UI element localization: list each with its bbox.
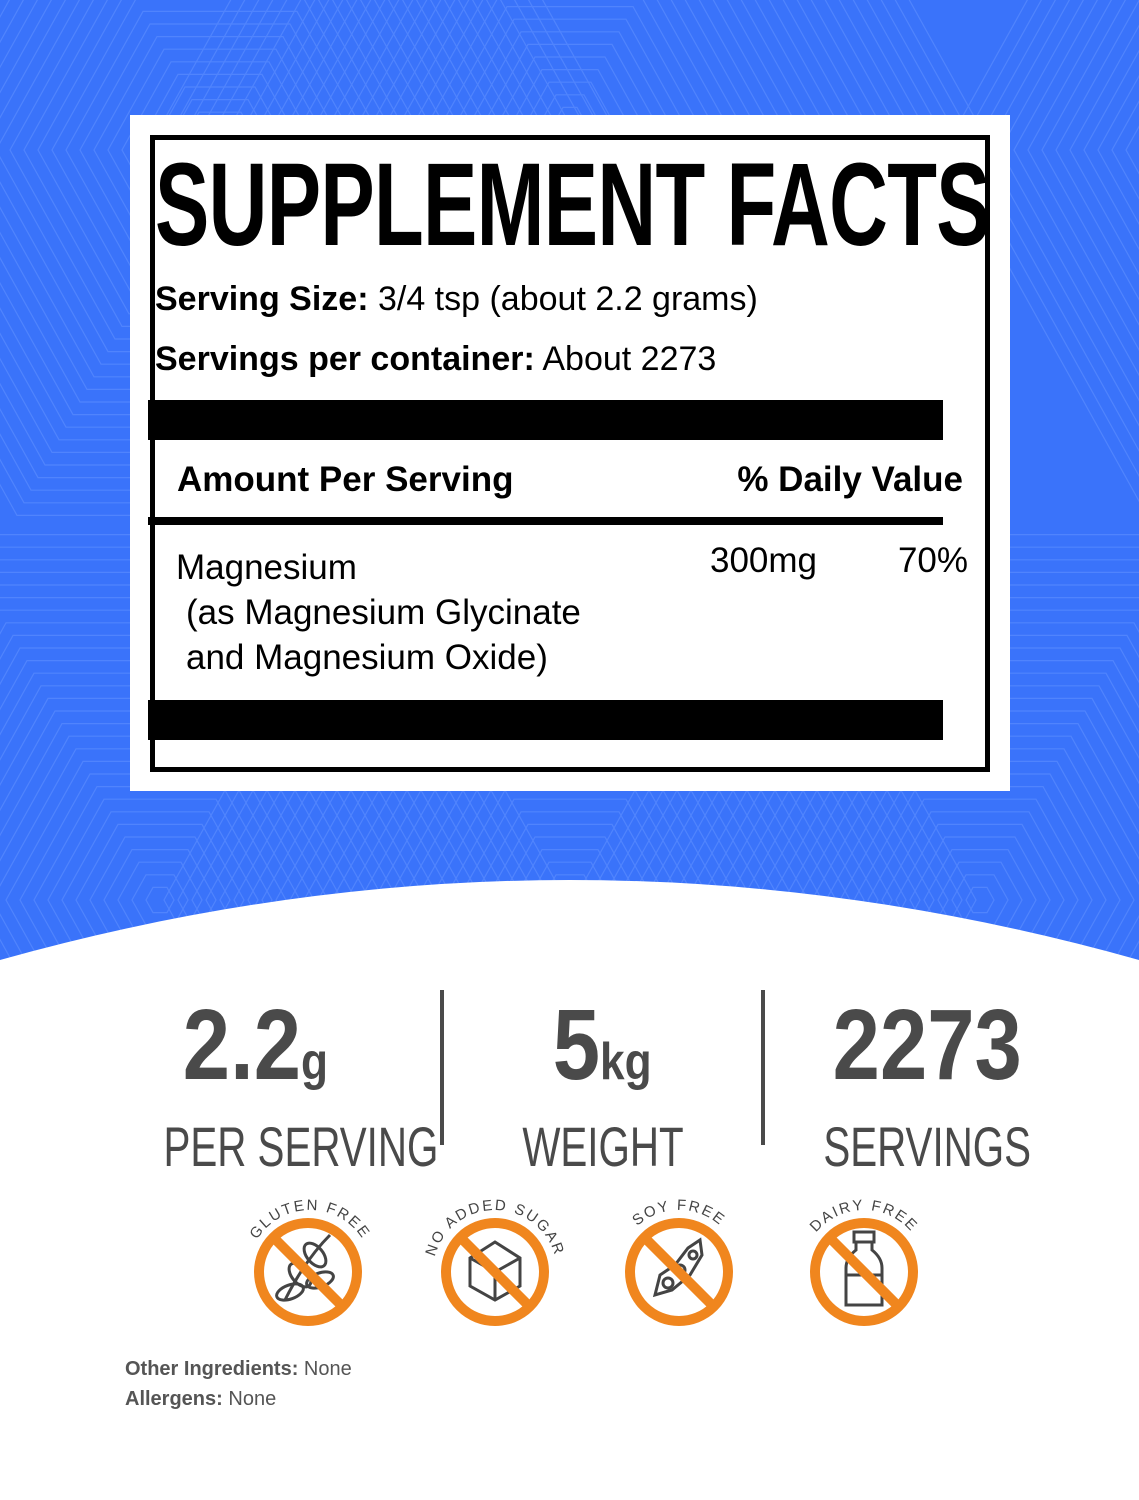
stat-divider: [761, 990, 765, 1145]
badge-dairy-free: DAIRY FREE: [807, 1197, 922, 1326]
serving-size: Serving Size: 3/4 tsp (about 2.2 grams): [155, 280, 758, 319]
amount-header: Amount Per Serving: [177, 460, 514, 499]
nutrient-amount: 300mg: [710, 541, 818, 580]
other-ingredients-value: None: [303, 1358, 352, 1380]
servings-value: About 2273: [542, 340, 717, 378]
thick-divider-bottom: [148, 700, 943, 740]
stat-divider: [440, 990, 444, 1145]
hexagon-pattern-line: [965, 886, 995, 914]
nutrient-name: Magnesium: [176, 548, 357, 587]
nutrient-daily-value: 70%: [897, 541, 968, 580]
badge-no-added-sugar: NO ADDED SUGAR: [422, 1197, 566, 1326]
other-ingredients-label: Other Ingredients:: [125, 1358, 299, 1380]
stat-weight: 5kg WEIGHT: [455, 990, 750, 1177]
badge-text: DAIRY FREE: [807, 1197, 920, 1236]
allergens-label: Allergens:: [125, 1388, 223, 1410]
nutrient-source-1: (as Magnesium Glycinate: [186, 593, 581, 632]
other-ingredients: Other Ingredients: None: [125, 1358, 352, 1381]
label-title: SUPPLEMENT FACTS: [155, 139, 991, 271]
wheat-icon: [275, 1233, 335, 1302]
serving-size-value: 3/4 tsp (about 2.2 grams): [377, 280, 758, 318]
stat-label: SERVINGS: [823, 1115, 1032, 1178]
badge-soy-free: SOY FREE: [625, 1197, 733, 1326]
servings-label: Servings per container:: [155, 340, 535, 378]
hexagon-pattern-line: [145, 886, 175, 914]
stat-value: 5: [553, 989, 601, 1101]
stat-value: 2.2: [182, 989, 301, 1101]
divider: [148, 517, 943, 525]
allergens-value: None: [228, 1388, 277, 1410]
stat-label: PER SERVING: [163, 1115, 439, 1178]
serving-size-label: Serving Size:: [155, 280, 369, 318]
stat-value: 2273: [832, 989, 1023, 1101]
stat-servings: 2273 SERVINGS: [780, 990, 1075, 1177]
supplement-facts-panel: SUPPLEMENT FACTS Serving Size: 3/4 tsp (…: [130, 115, 1010, 791]
stat-unit: kg: [600, 1033, 652, 1091]
stat-label: WEIGHT: [521, 1115, 684, 1178]
servings-per-container: Servings per container: About 2273: [155, 340, 716, 379]
stat-per-serving: 2.2g PER SERVING: [110, 989, 438, 1177]
stat-unit: g: [300, 1033, 328, 1091]
label-frame: [150, 135, 990, 772]
thick-divider: [148, 400, 943, 440]
nutrient-source-2: and Magnesium Oxide): [186, 638, 548, 677]
daily-value-header: % Daily Value: [737, 460, 963, 499]
allergens: Allergens: None: [125, 1388, 276, 1411]
svg-text:DAIRY FREE: DAIRY FREE: [807, 1197, 922, 1236]
badge-gluten-free: GLUTEN FREE: [246, 1197, 372, 1326]
badges: GLUTEN FREE NO ADDED SUGAR SOY FREE DAIR…: [246, 1197, 922, 1326]
